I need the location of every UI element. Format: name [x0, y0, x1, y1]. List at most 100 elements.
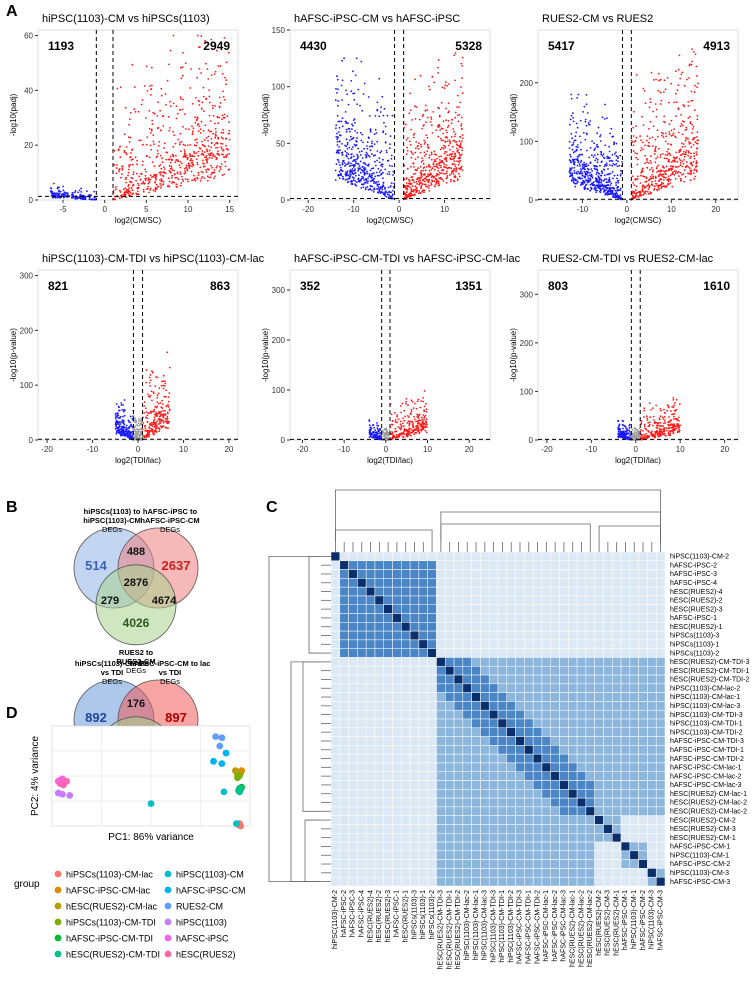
data-point — [679, 172, 681, 174]
data-point — [63, 197, 65, 199]
series-down — [368, 419, 382, 441]
data-point — [154, 424, 156, 426]
heatmap-cell — [639, 570, 648, 579]
data-point — [154, 182, 156, 184]
data-point — [569, 154, 571, 156]
data-point — [202, 144, 204, 146]
data-point — [696, 169, 698, 171]
data-point — [218, 65, 220, 67]
data-point — [209, 102, 211, 104]
data-point — [341, 99, 343, 101]
data-point — [618, 165, 620, 167]
data-point — [164, 414, 166, 416]
data-point — [206, 171, 208, 173]
data-point — [461, 166, 463, 168]
heatmap-cell — [340, 570, 349, 579]
data-point — [408, 416, 410, 418]
data-point — [206, 137, 208, 139]
data-point — [336, 138, 338, 140]
data-point — [617, 161, 619, 163]
heatmap-cell — [340, 552, 349, 561]
data-point — [655, 148, 657, 150]
data-point — [574, 178, 576, 180]
data-point — [118, 407, 120, 409]
heatmap-cell — [498, 561, 507, 570]
data-point — [373, 178, 375, 180]
heatmap-cell — [419, 605, 428, 614]
heatmap-cell — [472, 561, 481, 570]
heatmap-cell — [656, 605, 665, 614]
data-point — [213, 115, 215, 117]
y-tick-label: 100 — [20, 381, 34, 390]
data-point — [656, 109, 658, 111]
data-point — [215, 131, 217, 133]
data-point — [616, 159, 618, 161]
data-point — [400, 421, 402, 423]
data-point — [425, 403, 427, 405]
data-point — [367, 173, 369, 175]
down-regulated-count: 803 — [548, 279, 568, 293]
data-point — [425, 178, 427, 180]
data-point — [210, 120, 212, 122]
down-regulated-count: 352 — [300, 279, 320, 293]
data-point — [133, 429, 135, 431]
heatmap-cell — [612, 578, 621, 587]
data-point — [145, 178, 147, 180]
heatmap-cell — [533, 578, 542, 587]
data-point — [660, 92, 662, 94]
data-point — [616, 178, 618, 180]
data-point — [200, 128, 202, 130]
x-tick-label: -20 — [541, 445, 553, 454]
data-point — [53, 183, 55, 185]
data-point — [571, 167, 573, 169]
data-point — [644, 425, 646, 427]
data-point — [350, 163, 352, 165]
heatmap-cell — [656, 561, 665, 570]
data-point — [461, 140, 463, 142]
data-point — [214, 144, 216, 146]
y-axis-label: -log10(padj) — [261, 93, 270, 136]
data-point — [427, 181, 429, 183]
heatmap-cell — [340, 587, 349, 596]
heatmap-cell — [647, 596, 656, 605]
data-point — [378, 431, 380, 433]
data-point — [349, 165, 351, 167]
heatmap-cell — [331, 561, 340, 570]
data-point — [196, 142, 198, 144]
data-point — [595, 191, 597, 193]
data-point — [215, 147, 217, 149]
heatmap-cell — [533, 561, 542, 570]
data-point — [598, 127, 600, 129]
data-point — [442, 173, 444, 175]
data-point — [149, 128, 151, 130]
x-tick-label: 5 — [144, 205, 149, 214]
data-point — [361, 150, 363, 152]
data-point — [685, 154, 687, 156]
panel-label-c: C — [266, 499, 278, 516]
data-point — [116, 420, 118, 422]
data-point — [161, 385, 163, 387]
heatmap-cell — [357, 552, 366, 561]
data-point — [138, 187, 140, 189]
data-point — [432, 111, 434, 113]
data-point — [604, 144, 606, 146]
data-point — [652, 171, 654, 173]
data-point — [420, 75, 422, 77]
data-point — [682, 134, 684, 136]
data-point — [146, 411, 148, 413]
data-point — [123, 421, 125, 423]
data-point — [409, 423, 411, 425]
data-point — [583, 132, 585, 134]
data-point — [427, 117, 429, 119]
data-point — [569, 141, 571, 143]
data-point — [419, 119, 421, 121]
heatmap-cell — [542, 570, 551, 579]
data-point — [683, 159, 685, 161]
data-point — [639, 428, 641, 430]
data-point — [148, 110, 150, 112]
data-point — [590, 162, 592, 164]
data-point — [368, 96, 370, 98]
data-point — [208, 177, 210, 179]
data-point — [460, 146, 462, 148]
data-point — [594, 154, 596, 156]
